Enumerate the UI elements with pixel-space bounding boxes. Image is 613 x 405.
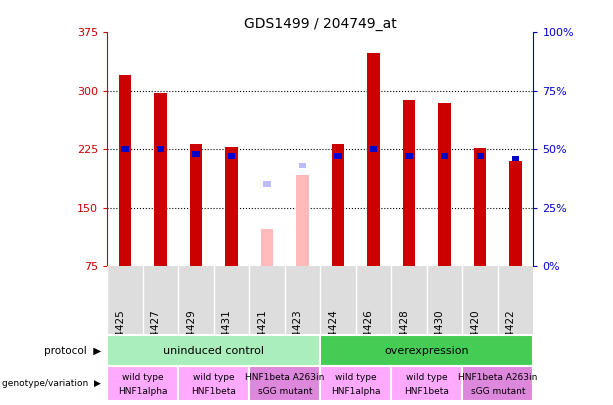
- Bar: [438, 103, 451, 266]
- Bar: [321, 366, 391, 401]
- Text: HNF1beta A263in: HNF1beta A263in: [458, 373, 538, 382]
- Bar: [509, 161, 522, 266]
- Bar: [178, 366, 249, 401]
- Bar: [391, 366, 462, 401]
- Text: wild type: wild type: [122, 373, 164, 382]
- Bar: [296, 175, 309, 266]
- Bar: [261, 229, 273, 266]
- Bar: [403, 100, 415, 266]
- Bar: [249, 366, 321, 401]
- Bar: [441, 153, 448, 159]
- Title: GDS1499 / 204749_at: GDS1499 / 204749_at: [244, 17, 397, 31]
- Bar: [367, 53, 380, 266]
- Text: wild type: wild type: [406, 373, 447, 382]
- Bar: [476, 153, 484, 159]
- Bar: [107, 366, 178, 401]
- Bar: [228, 153, 235, 159]
- Bar: [190, 144, 202, 266]
- Text: HNF1alpha: HNF1alpha: [118, 387, 167, 396]
- Text: HNF1beta: HNF1beta: [405, 387, 449, 396]
- Bar: [121, 146, 129, 152]
- Bar: [107, 335, 321, 366]
- Text: wild type: wild type: [335, 373, 376, 382]
- Bar: [154, 93, 167, 266]
- Text: overexpression: overexpression: [384, 345, 469, 356]
- Text: wild type: wild type: [193, 373, 235, 382]
- Bar: [332, 144, 345, 266]
- Text: sGG mutant: sGG mutant: [257, 387, 312, 396]
- Bar: [192, 151, 200, 157]
- Text: HNF1beta: HNF1beta: [191, 387, 236, 396]
- Bar: [226, 147, 238, 266]
- Text: sGG mutant: sGG mutant: [471, 387, 525, 396]
- Text: protocol  ▶: protocol ▶: [44, 345, 101, 356]
- Bar: [512, 156, 519, 162]
- Bar: [119, 75, 131, 266]
- Text: HNF1beta A263in: HNF1beta A263in: [245, 373, 324, 382]
- Bar: [370, 146, 377, 152]
- Bar: [406, 153, 413, 159]
- Text: genotype/variation  ▶: genotype/variation ▶: [2, 379, 101, 388]
- Text: HNF1alpha: HNF1alpha: [331, 387, 381, 396]
- Bar: [474, 148, 486, 266]
- Bar: [157, 146, 164, 152]
- Bar: [335, 153, 341, 159]
- Bar: [462, 366, 533, 401]
- Bar: [299, 162, 306, 168]
- Bar: [264, 181, 270, 187]
- Bar: [321, 335, 533, 366]
- Text: uninduced control: uninduced control: [163, 345, 264, 356]
